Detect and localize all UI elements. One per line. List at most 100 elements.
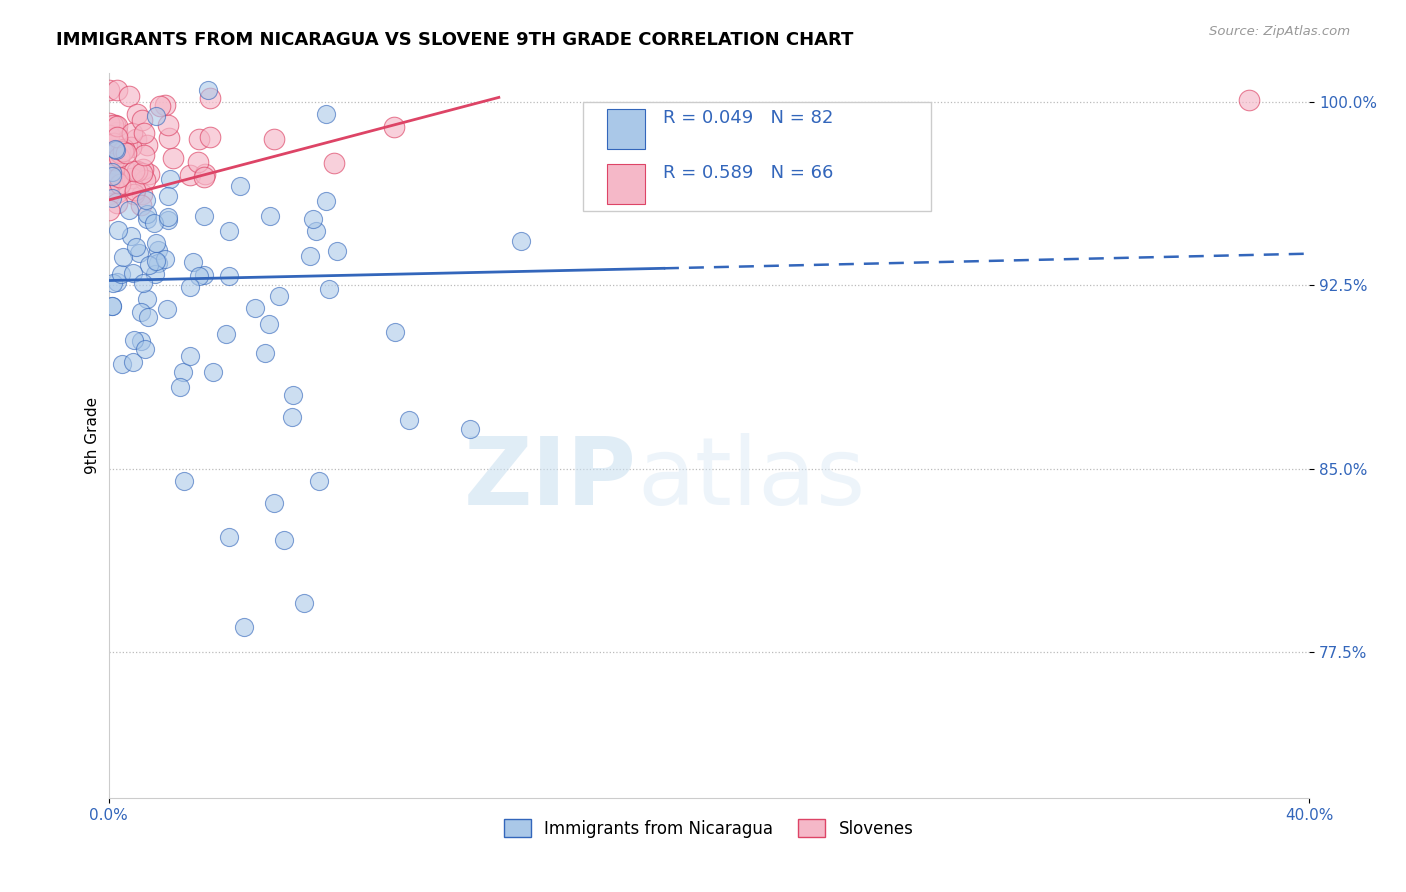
Point [281,410,304,425]
Point [148,256,170,270]
Point [157,188,180,202]
Point [129,198,152,212]
Point [179,168,201,182]
Point [198,91,221,105]
Point [188,268,211,283]
Text: Source: ZipAtlas.com: Source: ZipAtlas.com [1209,25,1350,38]
Point [103,173,125,187]
Point [153,252,176,266]
Point [129,334,152,348]
Point [121,171,143,186]
Point [200,129,222,144]
Point [103,118,125,132]
Point [193,209,215,223]
Point [382,120,405,134]
Point [131,112,153,127]
Point [118,202,141,217]
Point [98,116,121,130]
Point [131,305,153,319]
Point [187,155,209,169]
Point [148,244,170,258]
Point [125,132,148,146]
Point [135,212,157,227]
Point [101,277,124,291]
Point [156,211,179,225]
Point [120,140,142,154]
Point [173,474,195,488]
FancyBboxPatch shape [583,102,931,211]
Point [110,267,132,281]
Point [267,289,290,303]
Point [143,267,166,281]
Text: ZIP: ZIP [464,434,637,525]
Point [149,99,172,113]
Point [194,167,217,181]
Point [136,310,159,324]
Point [138,258,160,272]
Point [101,131,124,145]
Point [103,153,125,167]
Point [509,234,531,248]
Point [136,138,159,153]
Point [105,130,128,145]
Text: atlas: atlas [637,434,865,525]
Point [100,169,122,183]
Point [98,83,121,97]
Point [101,299,124,313]
Point [193,268,215,282]
Point [107,170,129,185]
Point [243,301,266,315]
Point [100,191,122,205]
Point [298,249,321,263]
Point [145,109,167,123]
Text: IMMIGRANTS FROM NICARAGUA VS SLOVENE 9TH GRADE CORRELATION CHART: IMMIGRANTS FROM NICARAGUA VS SLOVENE 9TH… [56,31,853,49]
Point [120,229,142,244]
Point [305,224,328,238]
Point [197,83,219,97]
Point [202,366,225,380]
Point [134,173,156,187]
Point [122,266,145,280]
Point [135,292,157,306]
Point [157,213,180,227]
Point [153,97,176,112]
Point [111,250,134,264]
Point [122,187,145,202]
Point [104,144,127,158]
Text: R = 0.049   N = 82: R = 0.049 N = 82 [664,109,834,128]
Point [263,132,285,146]
Point [108,150,131,164]
Point [460,422,482,436]
Point [105,83,128,97]
Point [112,142,135,156]
Point [108,146,131,161]
Point [108,169,131,184]
Point [105,195,128,210]
Point [159,172,181,186]
Point [179,349,201,363]
Point [259,318,281,332]
Point [104,118,127,132]
Point [134,343,156,357]
Point [103,136,125,150]
Bar [607,109,645,149]
Point [100,169,122,183]
Point [218,530,240,544]
Point [100,299,122,313]
Point [132,276,155,290]
Point [128,246,150,260]
Text: R = 0.589   N = 66: R = 0.589 N = 66 [664,163,834,182]
Point [188,131,211,145]
Point [273,533,295,547]
Point [301,212,323,227]
Point [132,148,155,162]
Point [292,596,315,610]
Point [98,143,121,157]
Point [326,244,349,259]
Point [193,170,215,185]
Point [112,144,135,158]
Point [229,179,252,194]
Point [145,254,167,268]
Point [131,186,153,201]
Point [107,185,129,199]
